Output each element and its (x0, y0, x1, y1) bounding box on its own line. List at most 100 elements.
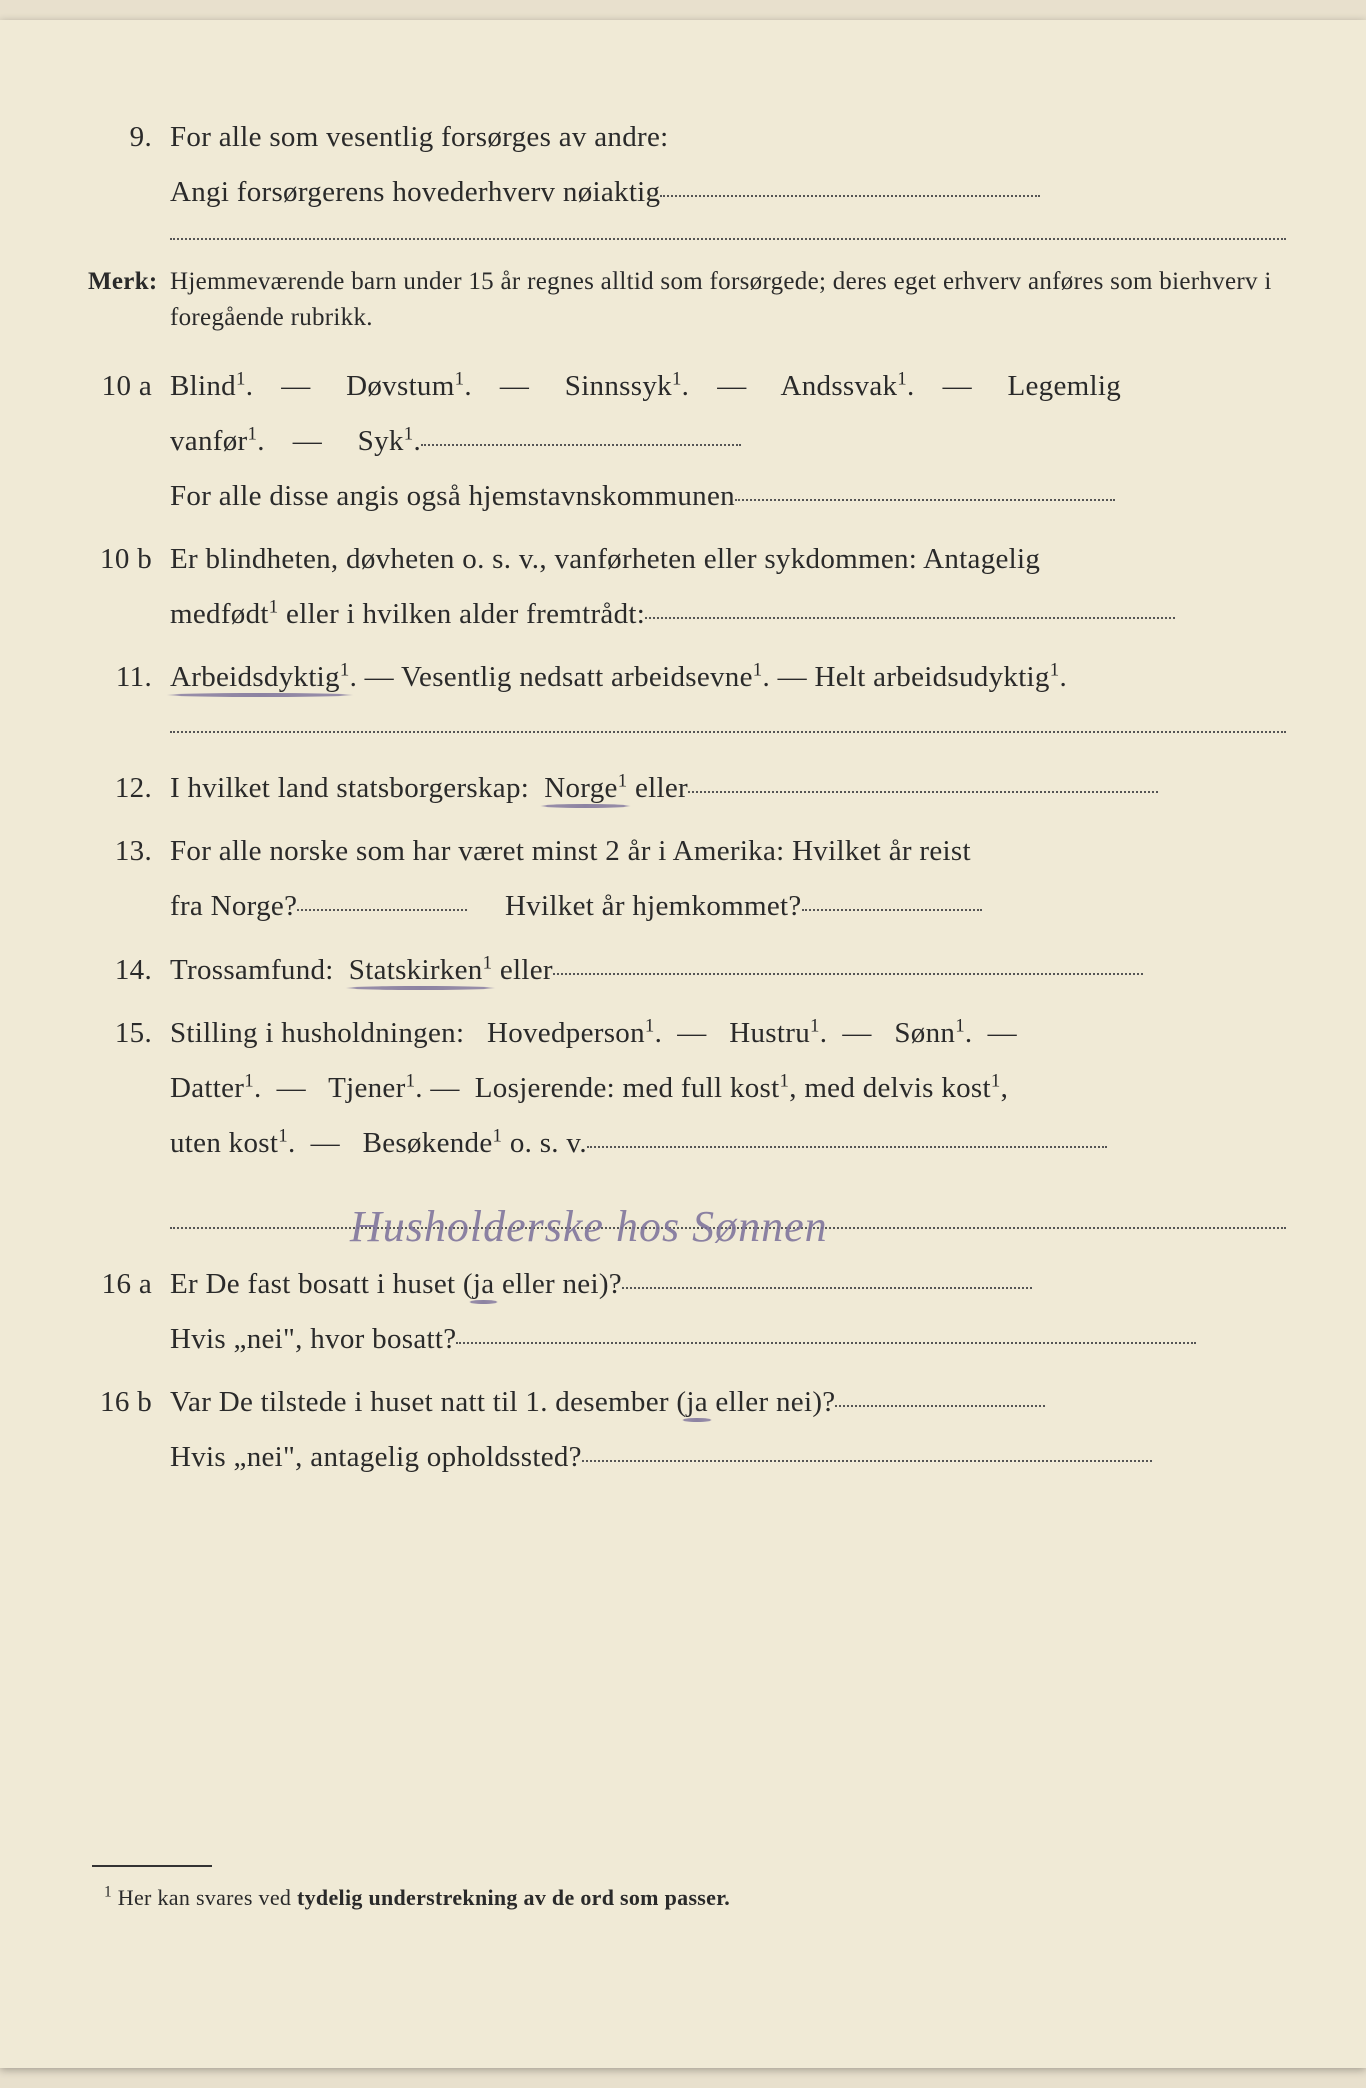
q16a-content: Er De fast bosatt i huset (ja eller nei)… (170, 1257, 1286, 1367)
q13-l2a: fra Norge? (170, 890, 297, 922)
q11-opt1: Arbeidsdyktig (170, 661, 340, 693)
q16b-l1a: Var De tilstede i huset natt til 1. dese… (170, 1386, 686, 1418)
q11-content: Arbeidsdyktig1. — Vesentlig nedsatt arbe… (170, 650, 1286, 705)
q10a-l2a: vanfør (170, 425, 248, 457)
opt: Sinnssyk (565, 370, 672, 402)
q16b-number: 16 b (80, 1375, 170, 1485)
q15-content: Stilling i husholdningen: Hovedperson1. … (170, 1006, 1286, 1171)
q16a-l2: Hvis „nei", hvor bosatt? (170, 1323, 456, 1355)
question-14: 14. Trossamfund: Statskirken1 eller (80, 943, 1286, 998)
q9-line1: For alle som vesentlig forsørges av andr… (170, 121, 669, 153)
fill-line[interactable] (553, 973, 1143, 975)
q13-number: 13. (80, 824, 170, 934)
q12-text: I hvilket land statsborgerskap: (170, 772, 529, 804)
opt: Datter (170, 1072, 244, 1104)
q10b-content: Er blindheten, døvheten o. s. v., vanfør… (170, 532, 1286, 642)
opt: Blind (170, 370, 236, 402)
fill-line[interactable] (456, 1342, 1196, 1344)
q13-content: For alle norske som har været minst 2 år… (170, 824, 1286, 934)
q14-opt: Statskirken (349, 954, 483, 986)
fill-line[interactable] (660, 195, 1040, 197)
q16a-number: 16 a (80, 1257, 170, 1367)
q14-post: eller (492, 954, 553, 986)
q15-l3a: uten kost (170, 1127, 278, 1159)
question-12: 12. I hvilket land statsborgerskap: Norg… (80, 761, 1286, 816)
q12-number: 12. (80, 761, 170, 816)
q16a-ja-underlined: ja (473, 1268, 495, 1300)
q9-content: For alle som vesentlig forsørges av andr… (170, 110, 1286, 220)
q10a-content: Blind1.— Døvstum1.— Sinnssyk1.— Andssvak… (170, 359, 1286, 524)
q13-l2b: Hvilket år hjemkommet? (505, 890, 802, 922)
fill-line[interactable] (835, 1405, 1045, 1407)
opt: Hustru (729, 1017, 810, 1049)
question-16a: 16 a Er De fast bosatt i huset (ja eller… (80, 1257, 1286, 1367)
fill-line[interactable] (587, 1146, 1107, 1148)
q15-number: 15. (80, 1006, 170, 1171)
q10b-l2a: medfødt (170, 598, 269, 630)
fill-line[interactable] (645, 617, 1175, 619)
q15-l3b: Besøkende (363, 1127, 493, 1159)
q16a-l1b: eller nei)? (494, 1268, 622, 1300)
question-10a: 10 a Blind1.— Døvstum1.— Sinnssyk1.— And… (80, 359, 1286, 524)
fill-line[interactable] (622, 1287, 1032, 1289)
opt: Døvstum (346, 370, 454, 402)
fill-line[interactable] (582, 1460, 1152, 1462)
q14-content: Trossamfund: Statskirken1 eller (170, 943, 1286, 998)
q10a-l3: For alle disse angis også hjemstavnskomm… (170, 480, 735, 512)
q16b-content: Var De tilstede i huset natt til 1. dese… (170, 1375, 1286, 1485)
q11-number: 11. (80, 650, 170, 705)
q12-opt: Norge (544, 772, 617, 804)
q10b-l2b: eller i hvilken alder fremtrådt: (278, 598, 645, 630)
q15-l3c: o. s. v. (502, 1127, 587, 1159)
q12-content: I hvilket land statsborgerskap: Norge1 e… (170, 761, 1286, 816)
footnote-sup: 1 (104, 1884, 112, 1901)
q15-handwritten-row: Husholderske hos Sønnen (170, 1179, 1286, 1229)
fill-line[interactable] (297, 909, 467, 911)
q13-l1: For alle norske som har været minst 2 år… (170, 835, 971, 867)
question-15: 15. Stilling i husholdningen: Hovedperso… (80, 1006, 1286, 1171)
merk-label: Merk: (80, 264, 170, 337)
fill-line[interactable] (170, 731, 1286, 733)
census-form-page: 9. For alle som vesentlig forsørges av a… (0, 20, 1366, 2068)
q10a-l2b: Syk (358, 425, 404, 457)
q15-l1: Stilling i husholdningen: (170, 1017, 464, 1049)
merk-note: Merk: Hjemmeværende barn under 15 år reg… (80, 264, 1286, 337)
q14-number: 14. (80, 943, 170, 998)
opt: Legemlig (1007, 370, 1121, 402)
q14-text: Trossamfund: (170, 954, 334, 986)
fill-line[interactable] (421, 444, 741, 446)
q16b-ja: ja (686, 1386, 708, 1418)
opt: Sønn (894, 1017, 955, 1049)
fill-line[interactable] (735, 499, 1115, 501)
q12-opt-underlined: Norge1 (544, 772, 627, 804)
q16b-ja-underlined: ja (686, 1386, 708, 1418)
question-13: 13. For alle norske som har været minst … (80, 824, 1286, 934)
q9-line2: Angi forsørgerens hovederhverv nøiaktig (170, 176, 660, 208)
q10b-l1: Er blindheten, døvheten o. s. v., vanfør… (170, 543, 1040, 575)
opt: Hovedperson (487, 1017, 645, 1049)
footnote: 1 Her kan svares ved tydelig understrekn… (104, 1877, 1286, 1919)
opt: Andssvak (781, 370, 898, 402)
q11-opt1-underlined: Arbeidsdyktig1 (170, 661, 350, 693)
question-11: 11. Arbeidsdyktig1. — Vesentlig nedsatt … (80, 650, 1286, 705)
q14-opt-underlined: Statskirken1 (349, 954, 493, 986)
q11-opt3: Helt arbeidsudyktig (814, 661, 1049, 693)
q11-opt2: Vesentlig nedsatt arbeidsevne (401, 661, 753, 693)
fill-line[interactable] (802, 909, 982, 911)
footnote-bold: tydelig understrekning av de ord som pas… (297, 1885, 730, 1910)
handwritten-answer: Husholderske hos Sønnen (350, 1185, 828, 1231)
question-16b: 16 b Var De tilstede i huset natt til 1.… (80, 1375, 1286, 1485)
q16a-ja: ja (473, 1268, 495, 1300)
footnote-rule (92, 1865, 212, 1867)
q15-l2end: , med delvis kost (789, 1072, 991, 1104)
merk-text: Hjemmeværende barn under 15 år regnes al… (170, 264, 1286, 337)
q16b-l2: Hvis „nei", antagelig opholdssted? (170, 1441, 582, 1473)
question-9: 9. For alle som vesentlig forsørges av a… (80, 110, 1286, 220)
q9-number: 9. (80, 110, 170, 220)
q16a-l1a: Er De fast bosatt i huset ( (170, 1268, 473, 1300)
footnote-pre: Her kan svares ved (112, 1885, 297, 1910)
opt: Tjener (328, 1072, 405, 1104)
fill-line[interactable] (170, 238, 1286, 240)
fill-line[interactable] (688, 791, 1158, 793)
q10a-number: 10 a (80, 359, 170, 524)
